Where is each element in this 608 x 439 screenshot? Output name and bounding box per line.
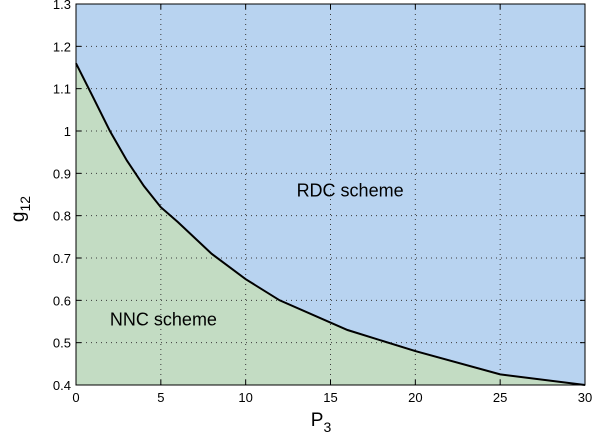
x-tick-label: 30 [578, 390, 592, 405]
nnc-region [76, 63, 585, 386]
plot-area: 0 5 10 15 20 25 30 0.4 0.5 0.6 0.7 0.8 0.9 1 1.1 1.2 1.3… [53, 0, 592, 405]
x-axis-label: P3 [311, 410, 332, 435]
y-tick-label: 1.3 [53, 0, 71, 12]
x-tick-label: 0 [72, 390, 79, 405]
region-label-nnc: NNC scheme [110, 310, 217, 330]
x-tick-label: 5 [157, 390, 164, 405]
x-tick-label: 15 [323, 390, 337, 405]
y-axis-label: g12 [8, 196, 33, 222]
grid [76, 4, 585, 385]
y-tick-label: 0.5 [53, 336, 71, 351]
x-tick-label: 10 [238, 390, 252, 405]
x-tick-label: 20 [408, 390, 422, 405]
boundary-line [75, 62, 586, 386]
y-tick-label: 1.1 [53, 82, 71, 97]
x-tick-label: 25 [493, 390, 507, 405]
region-label-rdc: RDC scheme [297, 181, 404, 201]
tick-labels: 0 5 10 15 20 25 30 0.4 0.5 0.6 0.7 0.8 0.9 1 1.1 1.2 1.3 [53, 0, 592, 405]
y-tick-label: 1 [64, 124, 71, 139]
y-tick-label: 0.4 [53, 378, 71, 393]
y-tick-label: 0.8 [53, 209, 71, 224]
y-tick-label: 0.6 [53, 293, 71, 308]
y-tick-label: 1.2 [53, 39, 71, 54]
ticks [75, 3, 586, 386]
y-tick-label: 0.9 [53, 166, 71, 181]
y-tick-label: 0.7 [53, 251, 71, 266]
